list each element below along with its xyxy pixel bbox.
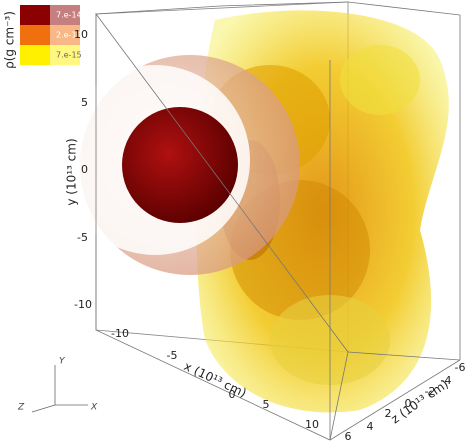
y-axis-label: y (10¹³ cm) xyxy=(65,138,79,205)
z-tick-label: 0 xyxy=(405,397,412,410)
y-tick-label: 0 xyxy=(81,163,88,176)
x-tick-label: 5 xyxy=(263,398,270,411)
x-tick-label: 10 xyxy=(305,418,319,431)
legend-label: 7.e-15 xyxy=(56,51,82,60)
orientation-triad xyxy=(31,365,88,413)
legend-swatch xyxy=(20,25,50,45)
z-tick-label: 4 xyxy=(367,420,374,433)
legend-label: 2.e-14 xyxy=(56,31,82,40)
y-tick-label: 5 xyxy=(81,96,88,109)
legend-title: ρ(g cm⁻³) xyxy=(3,11,17,69)
legend-swatch xyxy=(20,45,50,65)
y-tick-label: 10 xyxy=(74,28,88,41)
x-tick-label: -10 xyxy=(111,327,129,340)
triad-label: Y xyxy=(59,357,66,367)
box-front xyxy=(95,1,461,441)
z-tick-label: 2 xyxy=(385,407,392,420)
legend-swatch xyxy=(20,5,50,25)
z-tick-label: 6 xyxy=(345,430,352,443)
x-tick-label: -5 xyxy=(167,349,178,362)
x-tick-label: 0 xyxy=(229,388,236,401)
star xyxy=(60,55,300,275)
legend-label: 7.e-14 xyxy=(56,11,82,20)
legend: ρ(g cm⁻³) 7.e-14 2.e-14 7.e-15 xyxy=(3,5,82,69)
z-tick-label: -2 xyxy=(425,385,436,398)
y-tick-label: -5 xyxy=(77,231,88,244)
triad-label: Z xyxy=(17,403,25,413)
z-tick-label: -6 xyxy=(455,361,466,374)
y-tick-label: -10 xyxy=(74,298,92,311)
triad-label: X xyxy=(90,403,98,413)
z-tick-label: -4 xyxy=(441,374,452,387)
